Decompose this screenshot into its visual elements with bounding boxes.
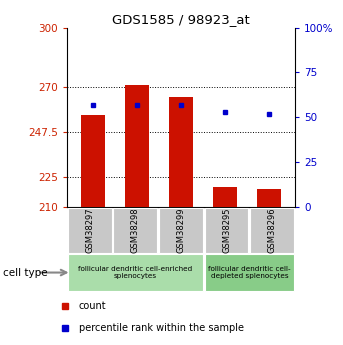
Title: GDS1585 / 98923_at: GDS1585 / 98923_at xyxy=(112,13,250,27)
Bar xyxy=(159,208,203,253)
Bar xyxy=(114,208,157,253)
Bar xyxy=(257,189,281,207)
Text: GSM38297: GSM38297 xyxy=(85,207,94,253)
Bar xyxy=(81,115,105,207)
Bar xyxy=(68,208,111,253)
Bar xyxy=(213,187,237,207)
Text: GSM38295: GSM38295 xyxy=(222,208,231,253)
Text: GSM38296: GSM38296 xyxy=(268,207,277,253)
Bar xyxy=(169,97,193,207)
Text: follicular dendritic cell-
depleted splenocytes: follicular dendritic cell- depleted sple… xyxy=(208,266,291,279)
Bar xyxy=(250,208,294,253)
Bar xyxy=(68,254,203,291)
Text: GSM38298: GSM38298 xyxy=(131,207,140,253)
Text: cell type: cell type xyxy=(3,268,48,277)
Text: count: count xyxy=(79,300,106,310)
Text: follicular dendritic cell-enriched
splenocytes: follicular dendritic cell-enriched splen… xyxy=(78,266,192,279)
Text: GSM38299: GSM38299 xyxy=(176,208,186,253)
Bar xyxy=(205,254,294,291)
Bar xyxy=(125,86,149,207)
Text: percentile rank within the sample: percentile rank within the sample xyxy=(79,323,244,333)
Bar xyxy=(205,208,248,253)
